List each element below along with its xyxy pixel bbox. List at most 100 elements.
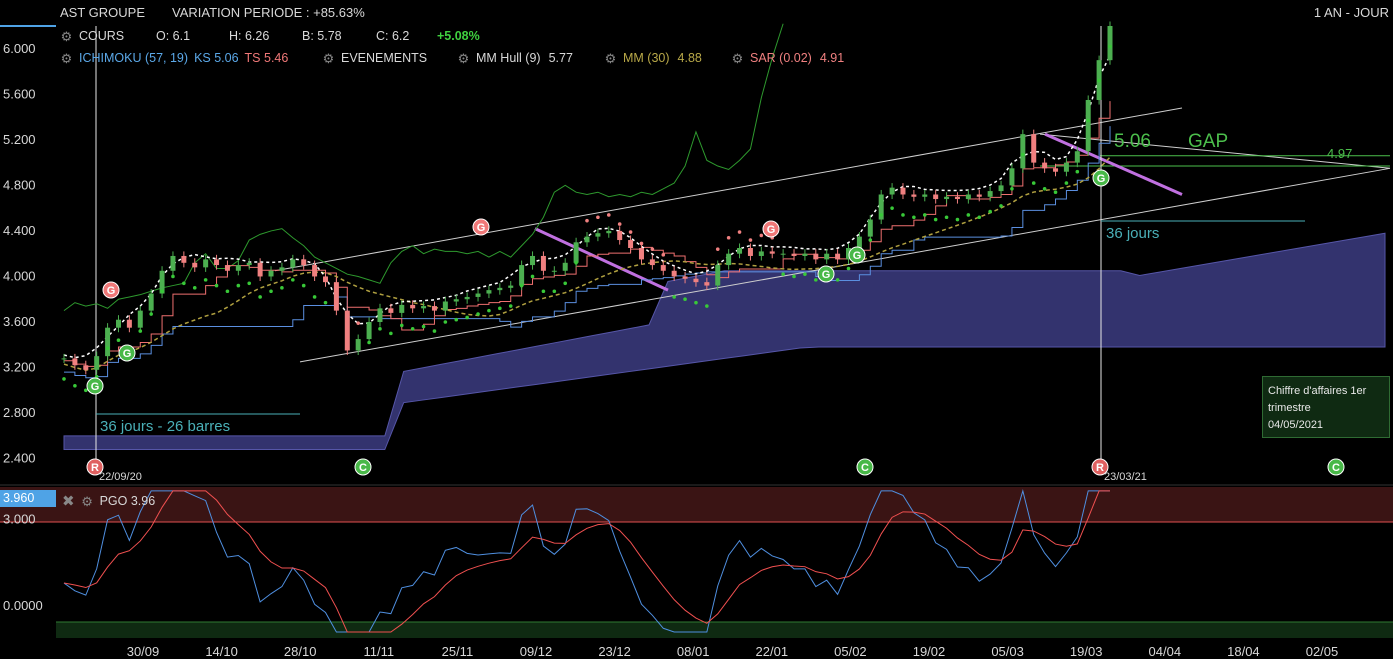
- candle-body: [366, 322, 372, 340]
- x-tick-label: 04/04: [1149, 644, 1182, 659]
- candle-body: [769, 251, 775, 254]
- pgo-current-value: 3.960: [0, 490, 56, 507]
- date-left-label: 22/09/20: [99, 471, 142, 483]
- event-marker-g-letter: G: [91, 381, 100, 393]
- mm30-value: 4.88: [677, 51, 702, 65]
- sar-dot: [944, 215, 949, 220]
- period-selector[interactable]: 1 AN - JOUR: [1313, 5, 1389, 20]
- sar-dot: [432, 329, 437, 333]
- y-tick-label: 5.200: [3, 132, 36, 147]
- sar-dot: [389, 331, 393, 336]
- x-tick-label: 09/12: [520, 644, 553, 659]
- ts-label: TS 5.46: [244, 51, 289, 65]
- sar-dot: [672, 295, 676, 299]
- candle-body: [649, 259, 655, 266]
- sar-dot: [138, 329, 143, 333]
- gear-icon[interactable]: ⚙: [81, 493, 93, 509]
- sar-dot: [367, 340, 371, 345]
- gear-icon[interactable]: ⚙: [731, 50, 744, 66]
- event-marker-g-letter: G: [1097, 173, 1106, 185]
- sar-dot: [1021, 152, 1025, 157]
- gear-icon[interactable]: ⚙: [60, 50, 73, 66]
- candle-body: [628, 240, 634, 248]
- legend-mm30[interactable]: ⚙ MM (30) 4.88: [604, 51, 702, 65]
- candle-body: [998, 185, 1004, 192]
- sar-dot: [912, 215, 916, 220]
- sar-label: SAR (0.02): [750, 51, 812, 65]
- event-marker-g: [1092, 169, 1110, 187]
- gear-icon[interactable]: ⚙: [604, 50, 617, 66]
- sar-dot: [726, 235, 731, 240]
- sar-dot: [378, 327, 382, 331]
- candle-body: [835, 253, 841, 260]
- event-marker-c-letter: C: [359, 462, 367, 474]
- event-marker-g-letter: G: [822, 269, 831, 281]
- legend-events[interactable]: ⚙ EVENEMENTS: [322, 51, 427, 65]
- kijun-line: [64, 126, 1111, 379]
- candle-body: [290, 259, 296, 268]
- legend-hull[interactable]: ⚙ MM Hull (9) 5.77: [457, 51, 573, 65]
- y-tick-label: 5.600: [3, 86, 36, 101]
- event-marker-g-letter: G: [477, 222, 486, 234]
- candle-body: [442, 301, 448, 311]
- candle-body: [617, 230, 623, 241]
- open-value: O: 6.1: [156, 29, 191, 43]
- date-right-label: 23/03/21: [1104, 471, 1147, 483]
- sar-dot: [835, 278, 840, 282]
- ichimoku-label: ICHIMOKU (57, 19): [79, 51, 189, 65]
- event-marker-g: [817, 265, 835, 283]
- sar-dot: [617, 222, 622, 226]
- candle-body: [976, 194, 982, 197]
- note-line1: Chiffre d'affaires 1er: [1268, 385, 1367, 397]
- event-marker-c: [1327, 458, 1345, 476]
- pgo-label: PGO 3.96: [99, 494, 156, 508]
- sar-dot: [988, 209, 992, 214]
- purple-trend-2: [1044, 132, 1183, 196]
- candle-body: [137, 310, 143, 328]
- legend-cours[interactable]: ⚙ COURS: [60, 29, 124, 43]
- sar-dot: [225, 289, 230, 294]
- sar-dot: [312, 295, 317, 299]
- candle-body: [508, 285, 514, 288]
- gear-icon[interactable]: ⚙: [457, 50, 470, 66]
- candle-body: [889, 187, 895, 195]
- sar-dot: [1053, 190, 1058, 195]
- sar-dot: [269, 289, 273, 294]
- candle-body: [878, 194, 884, 220]
- candle-body: [192, 262, 198, 268]
- event-marker-g: [86, 377, 104, 395]
- candle-body: [922, 194, 928, 197]
- y-tick-label: 4.000: [3, 268, 36, 283]
- sar-dot: [705, 304, 709, 308]
- gear-icon[interactable]: ⚙: [322, 50, 335, 66]
- change-value: +5.08%: [437, 29, 480, 43]
- sar-dot: [476, 312, 480, 316]
- event-marker-g-letter: G: [123, 348, 132, 360]
- legend-sar[interactable]: ⚙ SAR (0.02) 4.91: [731, 50, 845, 66]
- x-tick-label: 05/02: [834, 644, 867, 659]
- gear-icon[interactable]: ⚙: [60, 28, 73, 44]
- event-note[interactable]: Chiffre d'affaires 1er trimestre 04/05/2…: [1262, 376, 1390, 438]
- close-icon[interactable]: ✖: [62, 493, 75, 510]
- candle-body: [214, 259, 220, 266]
- sar-dot: [323, 300, 328, 305]
- legend-pgo[interactable]: ✖ ⚙ PGO 3.96: [62, 492, 155, 510]
- sar-dot: [356, 321, 360, 325]
- sar-dot: [650, 247, 655, 251]
- candle-body: [671, 270, 677, 277]
- candle-body: [1074, 151, 1080, 163]
- candle-body: [257, 262, 263, 277]
- sar-dot: [715, 247, 720, 251]
- candle-body: [464, 296, 470, 300]
- x-tick-label: 11/11: [363, 644, 394, 659]
- sar-dot: [421, 324, 426, 329]
- pgo-signal-line: [63, 490, 1110, 633]
- purple-trend-1: [534, 227, 669, 292]
- sar-dot: [606, 213, 611, 217]
- legend-ichimoku[interactable]: ⚙ ICHIMOKU (57, 19) KS 5.06 TS 5.46: [60, 50, 289, 66]
- y-tick-label: 4.800: [3, 177, 36, 192]
- sar-dot: [334, 292, 339, 297]
- candle-body: [235, 265, 241, 271]
